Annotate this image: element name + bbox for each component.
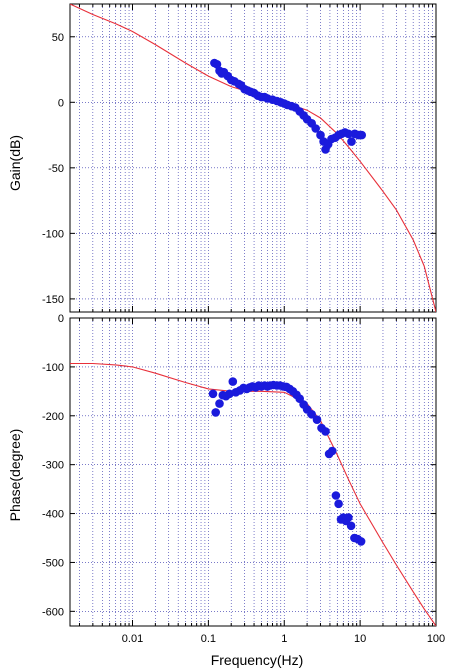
y-tick-label: 50 <box>52 32 64 44</box>
x-tick-label: 0.01 <box>122 633 143 645</box>
y-tick-label: 0 <box>58 97 64 109</box>
x-tick-label: 0.1 <box>201 633 216 645</box>
data-point <box>321 427 330 436</box>
data-point <box>211 408 220 417</box>
data-point <box>356 537 366 546</box>
phase-panel: 0 -100 -200 -300 -400 -500 -600 0.01 0.1 1 10 100 <box>42 313 445 645</box>
x-tick-label: 1 <box>281 633 287 645</box>
plot-frame <box>69 317 437 627</box>
plot-frame <box>69 3 437 313</box>
data-point <box>311 124 321 133</box>
data-point <box>347 137 356 146</box>
y-tick-label: -50 <box>48 163 64 175</box>
data-point <box>328 446 337 456</box>
y-tick-label: -600 <box>42 606 64 618</box>
gain-panel: 50 0 -50 -100 -150 <box>42 3 437 313</box>
y-tick-label: -150 <box>42 294 64 306</box>
data-point <box>334 499 343 509</box>
y-tick-label: -100 <box>42 228 64 240</box>
y-tick-label: -400 <box>42 509 64 521</box>
y-tick-label: -200 <box>42 411 64 423</box>
phase-axis-label: Phase(degree) <box>7 429 23 522</box>
data-point <box>208 389 218 399</box>
grid-lines <box>70 4 437 312</box>
frequency-axis-label: Frequency(Hz) <box>211 652 304 668</box>
data-point <box>212 60 222 69</box>
data-point <box>316 130 325 140</box>
y-tick-label: 0 <box>58 313 64 325</box>
data-point <box>307 410 317 419</box>
series-group <box>70 4 436 312</box>
gain-axis-label: Gain(dB) <box>7 135 23 191</box>
series-group <box>70 362 436 626</box>
data-point <box>346 521 356 531</box>
data-point <box>344 513 353 522</box>
y-tick-label: -100 <box>42 362 64 374</box>
y-tick-label: -300 <box>42 460 64 472</box>
y-tick-label: -500 <box>42 557 64 569</box>
x-tick-label: 100 <box>427 633 445 645</box>
grid-lines <box>70 317 437 626</box>
data-point <box>331 491 341 500</box>
data-point <box>312 415 322 425</box>
data-point <box>344 129 353 139</box>
data-point <box>228 377 238 386</box>
x-tick-label: 10 <box>354 633 366 645</box>
data-point <box>215 399 224 408</box>
data-point <box>357 130 367 140</box>
